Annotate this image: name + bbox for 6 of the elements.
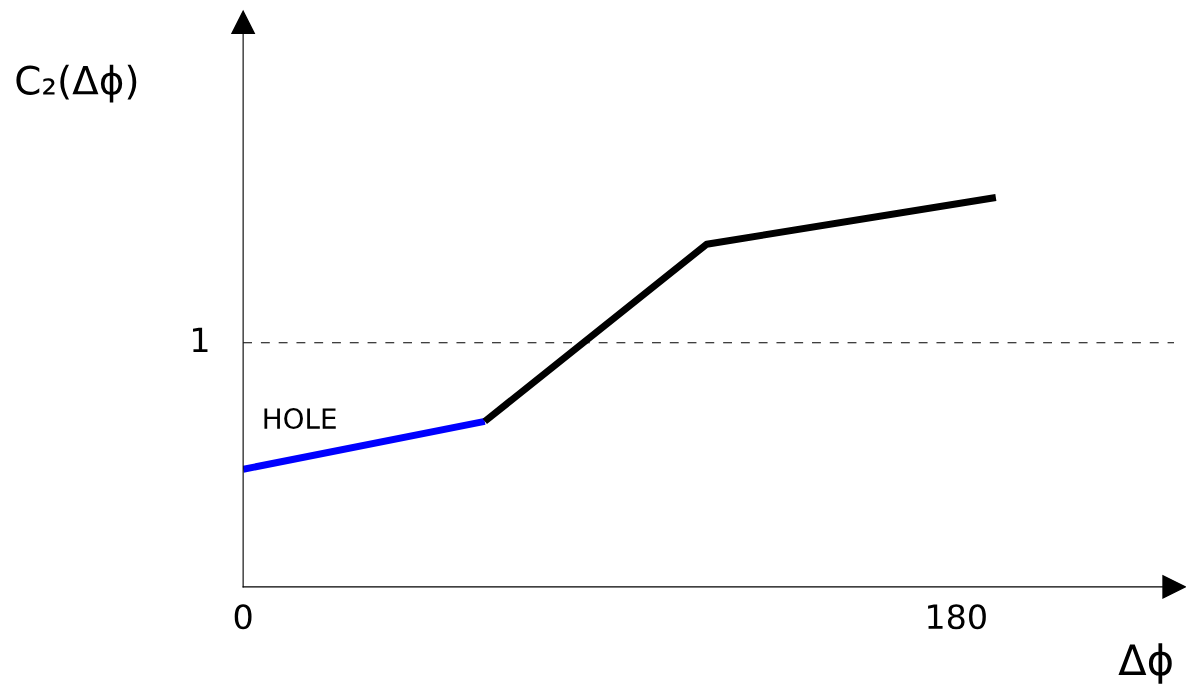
x-tick-label: 0 xyxy=(234,604,252,630)
y-axis-title: C₂(Δϕ) xyxy=(16,64,137,103)
x-axis-title: Δϕ xyxy=(1118,643,1172,684)
annotation: HOLE xyxy=(264,408,336,430)
x-tick-label: 180 xyxy=(928,604,986,630)
ref-line-label: 1 xyxy=(193,327,208,352)
